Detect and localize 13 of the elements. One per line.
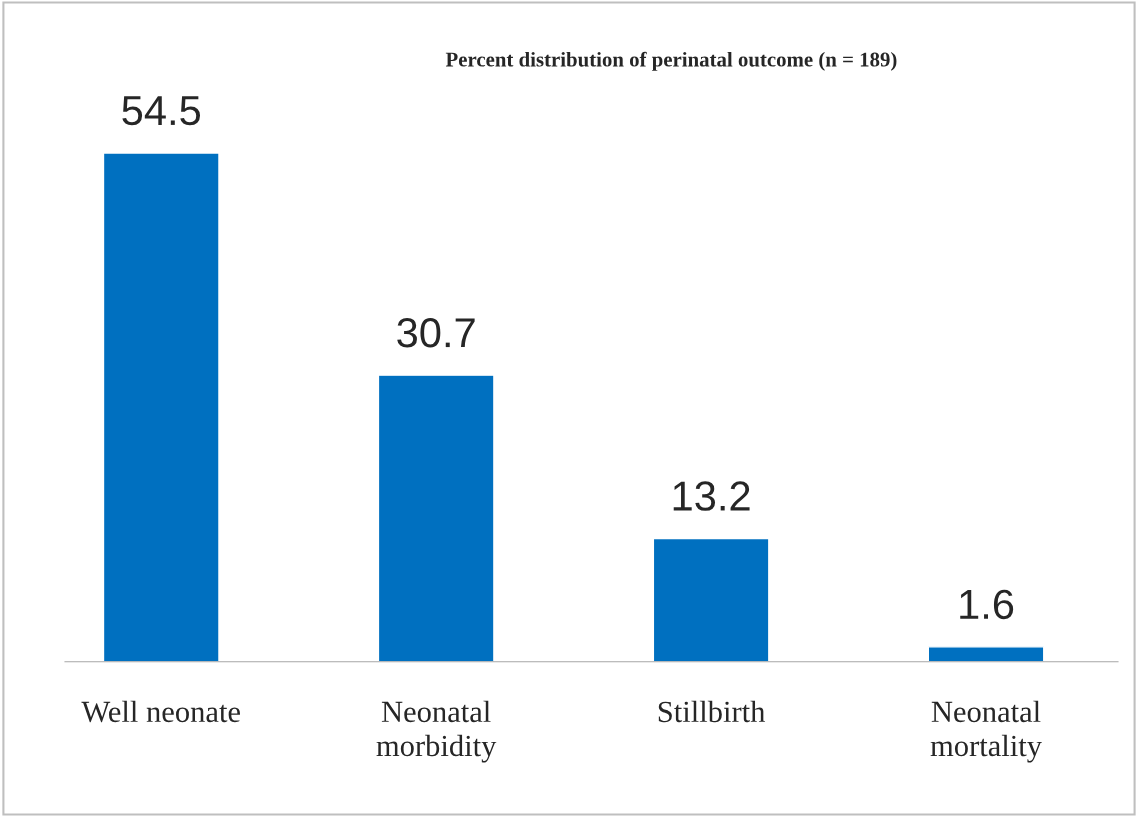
data-label: 13.2 <box>673 481 750 511</box>
bar <box>377 374 495 662</box>
x-tick-label: Well neonate <box>81 700 240 723</box>
data-label: 1.6 <box>960 589 1014 620</box>
x-tick-label: Stillbirth <box>658 700 766 723</box>
data-label: 54.5 <box>122 96 201 126</box>
data-label: 30.7 <box>397 317 475 348</box>
bar <box>652 537 770 662</box>
bar <box>102 152 220 662</box>
chart-title: Percent distribution of perinatal outcome (n = 189) <box>445 51 897 71</box>
bar <box>927 646 1045 662</box>
x-tick-label: Neonatal mortality <box>930 700 1042 763</box>
x-tick-label: Neonatal morbidity <box>376 700 497 763</box>
